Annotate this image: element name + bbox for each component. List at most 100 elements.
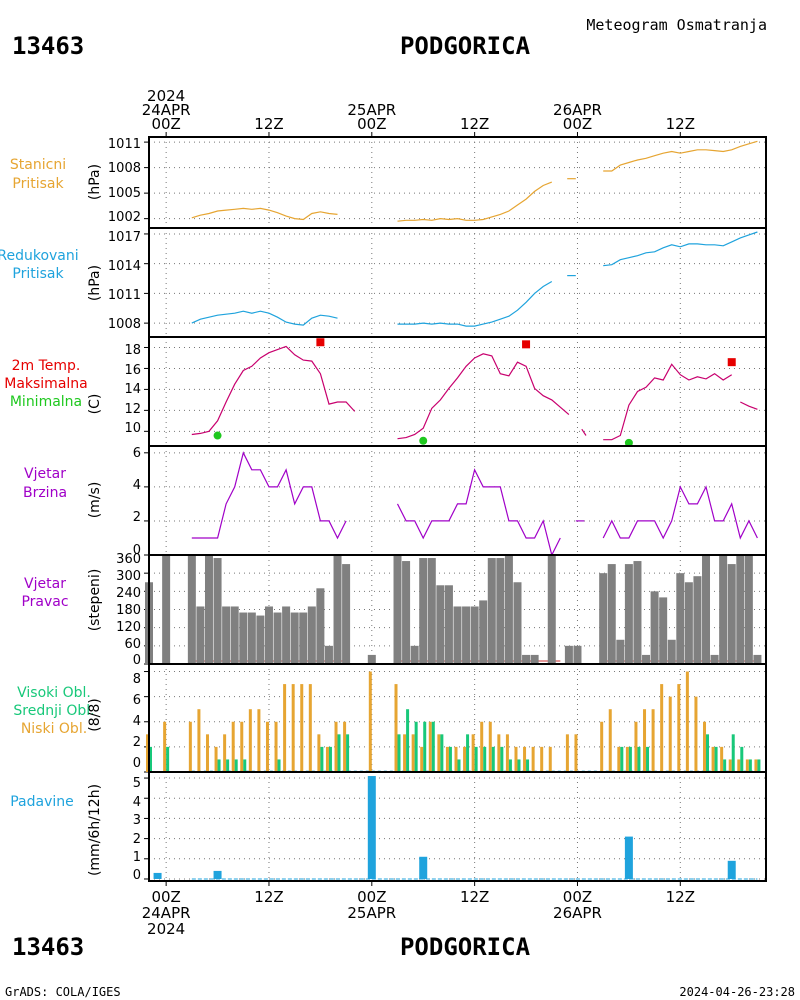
panel-frame [148,227,767,338]
direction-bar [333,555,342,664]
mid-cloud-bar [646,746,650,772]
low-cloud-bar [754,759,758,772]
direction-bar [753,654,762,664]
direction-bar [222,606,231,664]
time-label: 00Z [151,888,180,906]
mid-cloud-bar [277,759,281,772]
low-cloud-bar [634,721,638,772]
label-line-2: Srednji Obl. [13,703,94,719]
mid-cloud-bar [474,746,478,772]
label-line-2: Pravac [21,594,68,610]
mid-cloud-bar [526,759,530,772]
direction-bar [239,612,248,664]
direction-bar [393,555,402,664]
low-cloud-bar [223,734,227,772]
direction-bar [530,654,539,664]
tick-label: 240 [116,586,141,601]
mid-cloud-bar [431,721,435,772]
series-line [396,468,561,557]
unit-label: (8/8) [87,698,103,731]
tick-label: 1008 [108,317,141,332]
low-cloud-bar [308,684,312,772]
time-label: 12Z [254,115,283,133]
time-label: 00Z [357,115,386,133]
mid-cloud-bar [723,759,727,772]
station-id-bottom: 13463 [12,933,84,961]
tick-label: 14 [124,382,141,397]
tick-label: 2 [133,510,141,525]
direction-bar [684,582,693,664]
time-label: 2024 [147,87,185,105]
label-line-3: Niski Obl. [21,721,87,737]
mid-cloud-bar [517,759,521,772]
low-cloud-bar [163,721,167,772]
low-cloud-bar [677,684,681,772]
time-label: 25APR [347,101,396,119]
panel-station-pressure: Stanicni Pritisak (hPa) 1002 1005 1008 1… [10,136,767,229]
low-cloud-bar [643,709,647,772]
mid-cloud-bar [628,746,632,772]
mid-cloud-bar [406,709,410,772]
low-cloud-bar [205,734,209,772]
label-line-2: Brzina [23,485,67,501]
low-cloud-bar [214,746,218,772]
panel-wind-direction: Vjetar Pravac (stepeni) 0 60 120 180 240… [21,552,767,668]
direction-bar [642,654,651,664]
direction-bar [342,564,351,664]
direction-bar [693,576,702,664]
direction-bar [659,597,668,664]
label-line-3: Minimalna [10,394,82,410]
tick-label: 180 [116,603,141,618]
mid-cloud-bar [328,746,332,772]
low-cloud-bar [231,721,235,772]
label-line-1: 2m Temp. [12,358,81,374]
label-line-1: Stanicni [10,157,66,173]
direction-bar [470,606,479,664]
direction-bar [410,645,419,664]
direction-bar [607,564,616,664]
label-line-1: Vjetar [24,576,66,592]
label-line-2: Pritisak [12,176,64,192]
panel-reduced-pressure: Redukovani Pritisak (hPa) 1008 1011 1014… [0,227,767,338]
mid-cloud-bar [397,734,401,772]
low-cloud-bar [197,709,201,772]
time-label: 24APR [142,101,191,119]
mid-cloud-bar [757,759,761,772]
mid-cloud-bar [226,759,230,772]
label-line-1: Visoki Obl. [17,685,91,701]
mid-cloud-bar [508,759,512,772]
time-label: 12Z [666,115,695,133]
label-line-1: Padavine [10,794,74,810]
low-cloud-bar [720,746,724,772]
direction-bar [727,564,736,664]
direction-bar [290,612,299,664]
time-label: 12Z [254,888,283,906]
mid-cloud-bar [320,746,324,772]
low-cloud-bar [368,671,372,772]
direction-bar [453,606,462,664]
direction-bar [162,555,171,664]
tmax-marker [727,358,736,367]
low-cloud-bar [728,759,732,772]
series-line [191,345,356,436]
direction-bar [419,558,428,664]
tick-label: 6 [133,446,141,461]
tick-label: 4 [133,714,141,729]
tick-label: 60 [124,637,141,652]
series-line [397,181,553,222]
direction-bar [504,555,513,664]
tick-label: 1011 [108,288,141,303]
direction-bar [547,555,556,664]
mid-cloud-bar [731,734,735,772]
low-cloud-bar [471,734,475,772]
low-cloud-bar [651,709,655,772]
tick-label: 3 [133,813,141,828]
label-line-1: Vjetar [24,466,66,482]
low-cloud-bar [617,746,621,772]
mid-cloud-bar [217,759,221,772]
low-cloud-bar [608,709,612,772]
tick-label: 360 [116,552,141,567]
direction-bar [650,591,659,664]
direction-bar [633,561,642,664]
